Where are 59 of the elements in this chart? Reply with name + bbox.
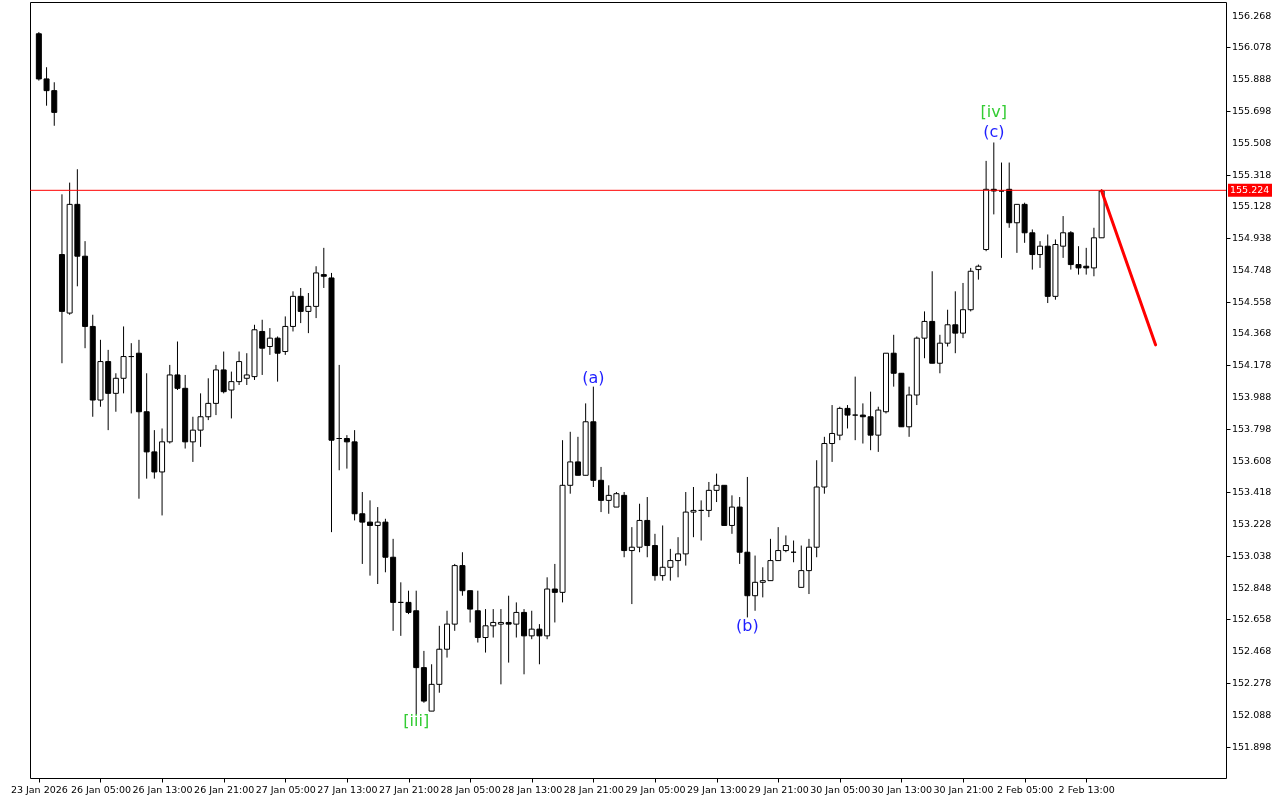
y-tick-label: 153.228 xyxy=(1232,518,1272,530)
x-tick-label: 29 Jan 05:00 xyxy=(625,783,686,795)
candlestick xyxy=(798,545,805,588)
y-tick-label: 156.078 xyxy=(1232,41,1272,53)
y-tick-label: 152.278 xyxy=(1232,677,1272,689)
annotation: (b) xyxy=(736,615,759,635)
x-tick-label: 26 Jan 21:00 xyxy=(194,783,255,795)
y-tick-label: 155.698 xyxy=(1232,105,1272,117)
x-tick-label: 30 Jan 21:00 xyxy=(933,783,994,795)
y-tick-label: 155.508 xyxy=(1232,136,1272,148)
y-tick-label: 153.418 xyxy=(1232,486,1272,498)
y-tick-label: 154.748 xyxy=(1232,263,1272,275)
y-tick-label: 152.468 xyxy=(1232,645,1272,657)
candlestick xyxy=(521,608,528,675)
y-tick-label: 154.368 xyxy=(1232,327,1272,339)
x-tick-label: 28 Jan 13:00 xyxy=(502,783,563,795)
y-tick-label: 152.658 xyxy=(1232,613,1272,625)
annotation: (a) xyxy=(582,368,605,388)
candlestick xyxy=(782,535,789,553)
x-tick-label: 27 Jan 13:00 xyxy=(317,783,378,795)
candlestick xyxy=(960,282,967,339)
y-tick-label: 155.888 xyxy=(1232,73,1272,85)
x-tick-label: 27 Jan 05:00 xyxy=(255,783,316,795)
x-tick-label: 2 Feb 13:00 xyxy=(1058,783,1115,795)
y-tick-label: 154.178 xyxy=(1232,359,1272,371)
x-tick-label: 27 Jan 21:00 xyxy=(378,783,440,795)
candlestick xyxy=(1037,240,1044,269)
candlestick xyxy=(367,499,374,577)
x-tick-label: 2 Feb 05:00 xyxy=(996,783,1054,795)
x-tick-label: 26 Jan 05:00 xyxy=(70,783,132,795)
candlestick xyxy=(852,376,859,441)
y-tick-label: 153.988 xyxy=(1232,391,1272,403)
x-tick-label: 28 Jan 21:00 xyxy=(563,783,624,795)
x-tick-label: 23 Jan 2026 xyxy=(10,783,68,795)
y-tick-label: 155.318 xyxy=(1232,168,1272,180)
y-tick-label: 151.898 xyxy=(1232,740,1272,752)
y-tick-label: 153.798 xyxy=(1232,422,1272,434)
ref-line-label: 155.224 xyxy=(1230,184,1270,196)
y-tick-label: 156.268 xyxy=(1232,9,1272,21)
y-tick-label: 154.558 xyxy=(1232,295,1272,307)
candlestick xyxy=(805,538,812,595)
x-tick-label: 28 Jan 05:00 xyxy=(440,783,501,795)
x-tick-label: 30 Jan 05:00 xyxy=(810,783,871,795)
candlestick xyxy=(320,247,327,289)
annotation: [iii] xyxy=(403,711,430,731)
y-tick-label: 154.938 xyxy=(1232,232,1272,244)
x-tick-label: 26 Jan 13:00 xyxy=(132,783,193,795)
x-tick-label: 29 Jan 13:00 xyxy=(686,783,748,795)
y-tick-label: 152.088 xyxy=(1232,708,1272,720)
candlestick xyxy=(728,494,735,535)
x-tick-label: 29 Jan 21:00 xyxy=(748,783,809,795)
y-tick-label: 152.848 xyxy=(1232,581,1272,593)
annotation: (c) xyxy=(983,122,1005,142)
y-tick-label: 153.608 xyxy=(1232,454,1272,466)
candlestick xyxy=(598,466,605,513)
x-tick-label: 30 Jan 13:00 xyxy=(871,783,932,795)
annotation: [iv] xyxy=(980,102,1008,122)
y-tick-label: 153.038 xyxy=(1232,549,1272,561)
y-tick-label: 155.128 xyxy=(1232,200,1272,212)
